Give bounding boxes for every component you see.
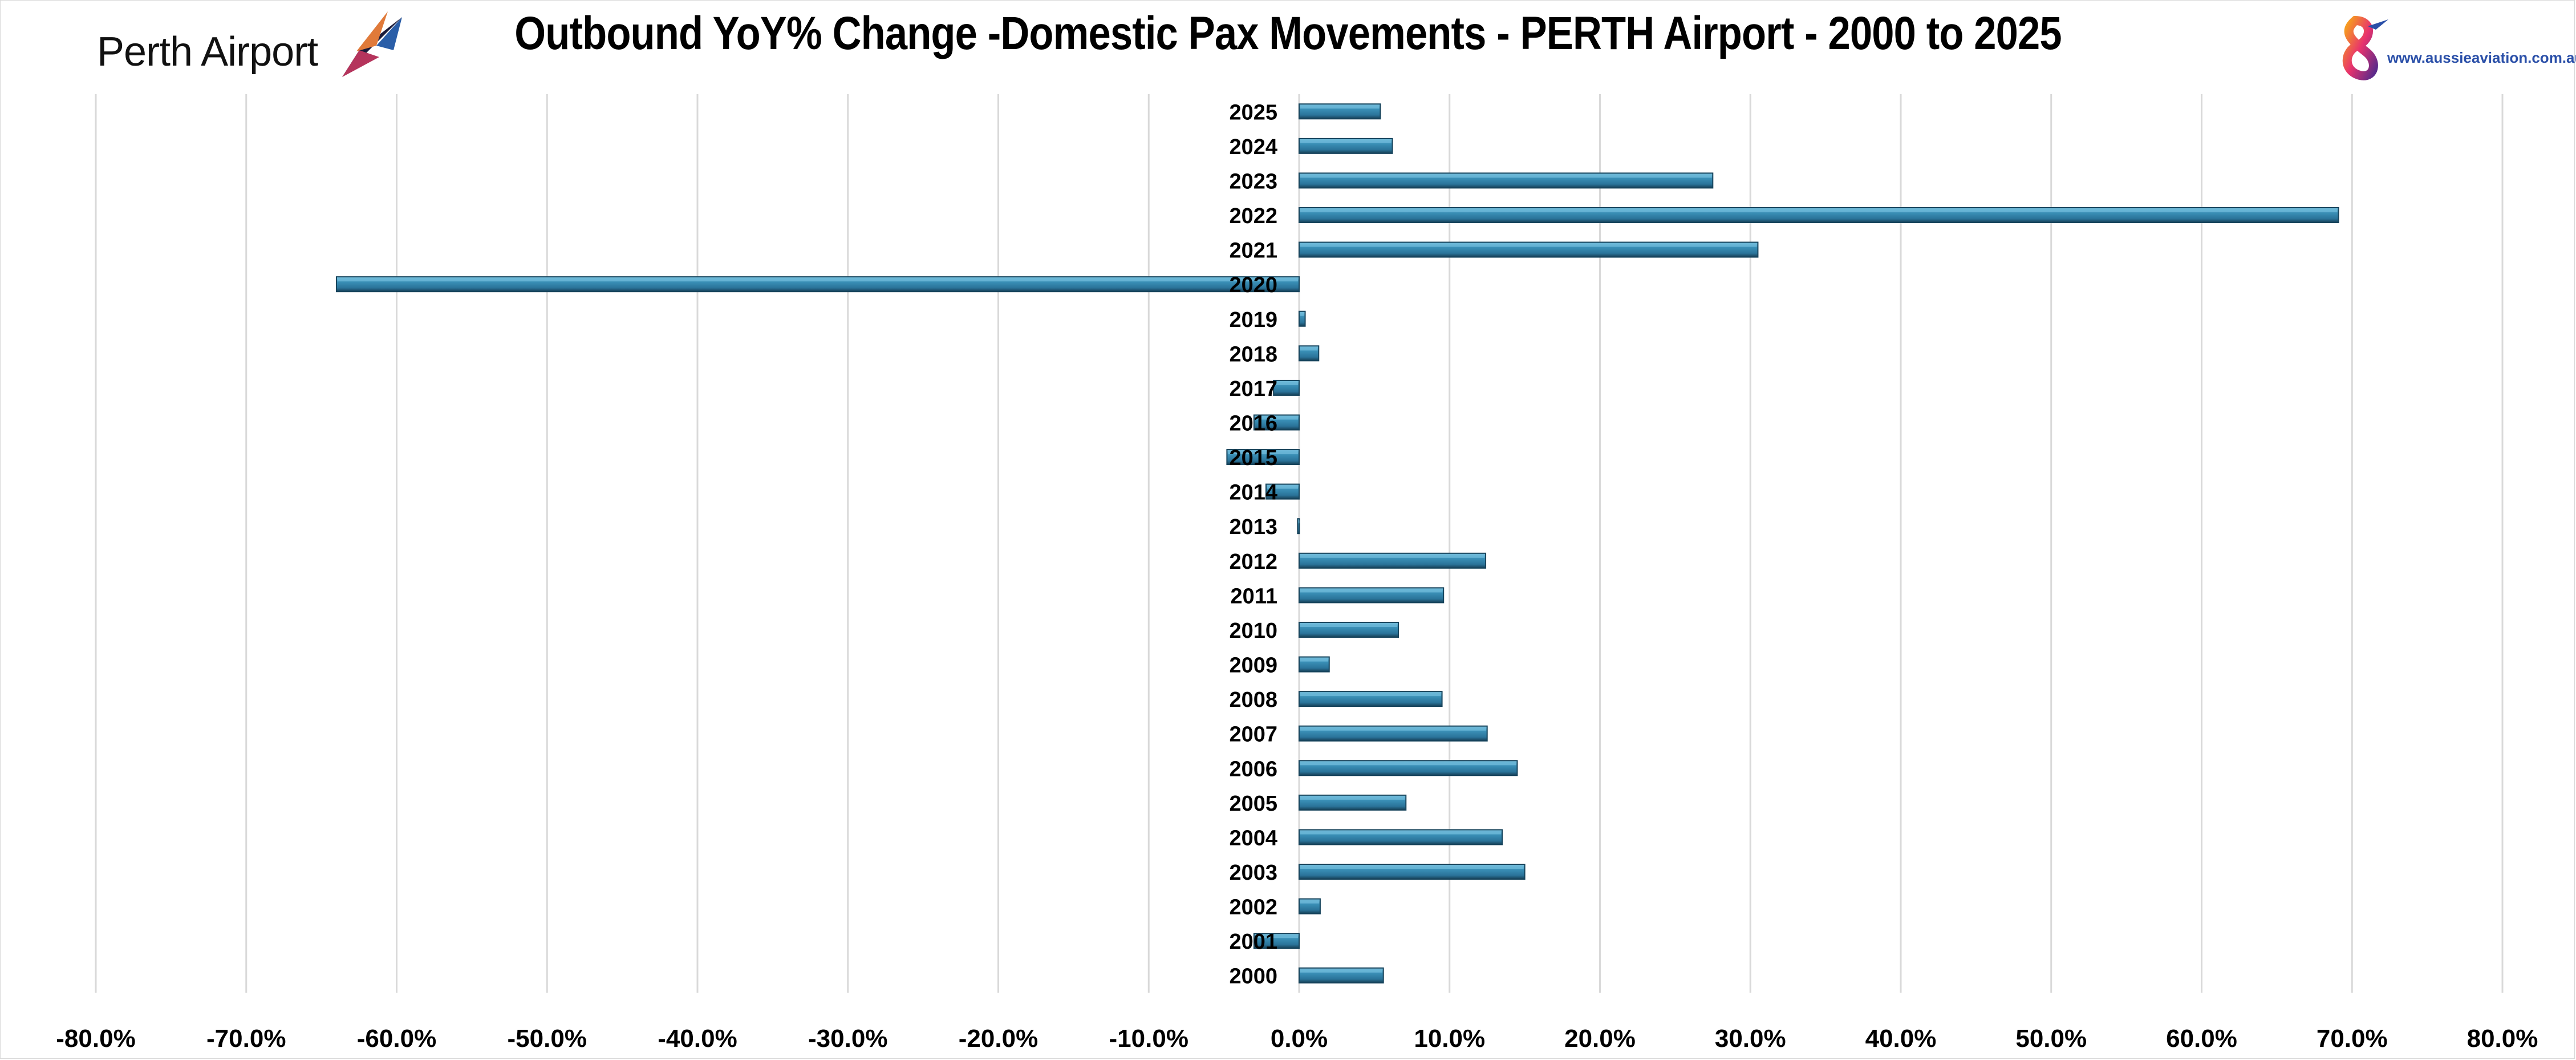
bar-2019 [1299,310,1306,327]
bar-2000 [1299,967,1384,984]
x-tick-label: -30.0% [808,1025,887,1053]
perth-airport-logo-text: Perth Airport [97,29,318,75]
bar-2021 [1299,241,1759,258]
gridlines [95,94,2504,993]
bar-2023 [1299,172,1714,189]
x-tick-label: -10.0% [1109,1025,1188,1053]
aussie-aviation-emblem-icon [2342,16,2388,80]
bar-2003 [1299,863,1526,880]
category-label: 2020 [1229,273,1277,297]
bar-2015 [1226,449,1300,466]
bar-2013 [1297,518,1300,535]
category-label: 2013 [1229,515,1277,539]
bar-2002 [1299,898,1321,915]
x-tick-label: -50.0% [508,1025,587,1053]
category-label: 2019 [1229,308,1277,332]
bar-2009 [1299,656,1330,673]
category-label: 2009 [1229,654,1277,678]
bar-2022 [1299,207,2339,224]
category-label: 2010 [1229,619,1277,643]
category-label: 2001 [1229,930,1277,954]
bar-2016 [1253,414,1300,431]
category-label: 2016 [1229,411,1277,435]
aussie-aviation-url: www.aussieaviation.com.au [2387,49,2576,66]
x-tick-label: -70.0% [206,1025,286,1053]
bar-2014 [1265,483,1300,500]
category-label: 2002 [1229,896,1277,920]
category-label: 2023 [1229,169,1277,193]
category-label: 2022 [1229,204,1277,228]
x-tick-label: 20.0% [1564,1025,1636,1053]
bar-2008 [1299,691,1443,707]
perth-airport-star-icon [342,11,402,77]
category-label: 2004 [1229,826,1277,850]
bar-2017 [1273,379,1300,396]
category-label: 2024 [1229,135,1277,159]
chart-title: Outbound YoY% Change -Domestic Pax Movem… [514,7,2062,59]
bar-2007 [1299,725,1488,742]
x-axis-tick-labels: -80.0% -70.0% -60.0% -50.0% -40.0% -30.0% -20.… [56,1025,2538,1053]
bars [336,103,2339,984]
bar-2020 [336,276,1300,293]
category-label: 2015 [1229,446,1277,470]
category-labels: 2025 2024 2023 2022 2021 2020 2019 2018 2017 2016… [1229,100,1277,988]
category-label: 2008 [1229,688,1277,712]
category-label: 2007 [1229,723,1277,747]
x-tick-label: 40.0% [1865,1025,1937,1053]
x-tick-label: -80.0% [56,1025,135,1053]
x-tick-label: -20.0% [959,1025,1038,1053]
bar-2024 [1299,137,1393,154]
category-label: 2005 [1229,792,1277,816]
category-label: 2014 [1229,481,1277,505]
x-tick-label: 0.0% [1271,1025,1328,1053]
category-label: 2021 [1229,239,1277,263]
x-tick-label: 10.0% [1414,1025,1485,1053]
bar-2012 [1299,552,1487,569]
bar-2018 [1299,345,1320,362]
bar-2001 [1253,933,1300,949]
category-label: 2000 [1229,965,1277,989]
category-label: 2017 [1229,377,1277,401]
category-label: 2006 [1229,757,1277,781]
bar-2004 [1299,829,1503,845]
x-tick-label: -40.0% [658,1025,737,1053]
bar-2025 [1299,103,1381,120]
category-label: 2025 [1229,100,1277,124]
aussie-aviation-logo: www.aussieaviation.com.au [2338,16,2576,84]
bar-2005 [1299,794,1407,811]
x-tick-label: 50.0% [2015,1025,2087,1053]
x-tick-label: -60.0% [357,1025,436,1053]
x-tick-label: 60.0% [2166,1025,2237,1053]
x-tick-label: 70.0% [2317,1025,2388,1053]
category-label: 2003 [1229,861,1277,885]
category-label: 2011 [1231,584,1277,608]
category-label: 2012 [1229,550,1277,574]
bar-2011 [1299,587,1445,604]
bar-2010 [1299,621,1399,638]
x-tick-label: 80.0% [2467,1025,2538,1053]
category-label: 2018 [1229,342,1277,366]
bar-2006 [1299,760,1518,776]
perth-airport-logo: Perth Airport [97,6,416,80]
x-tick-label: 30.0% [1715,1025,1786,1053]
